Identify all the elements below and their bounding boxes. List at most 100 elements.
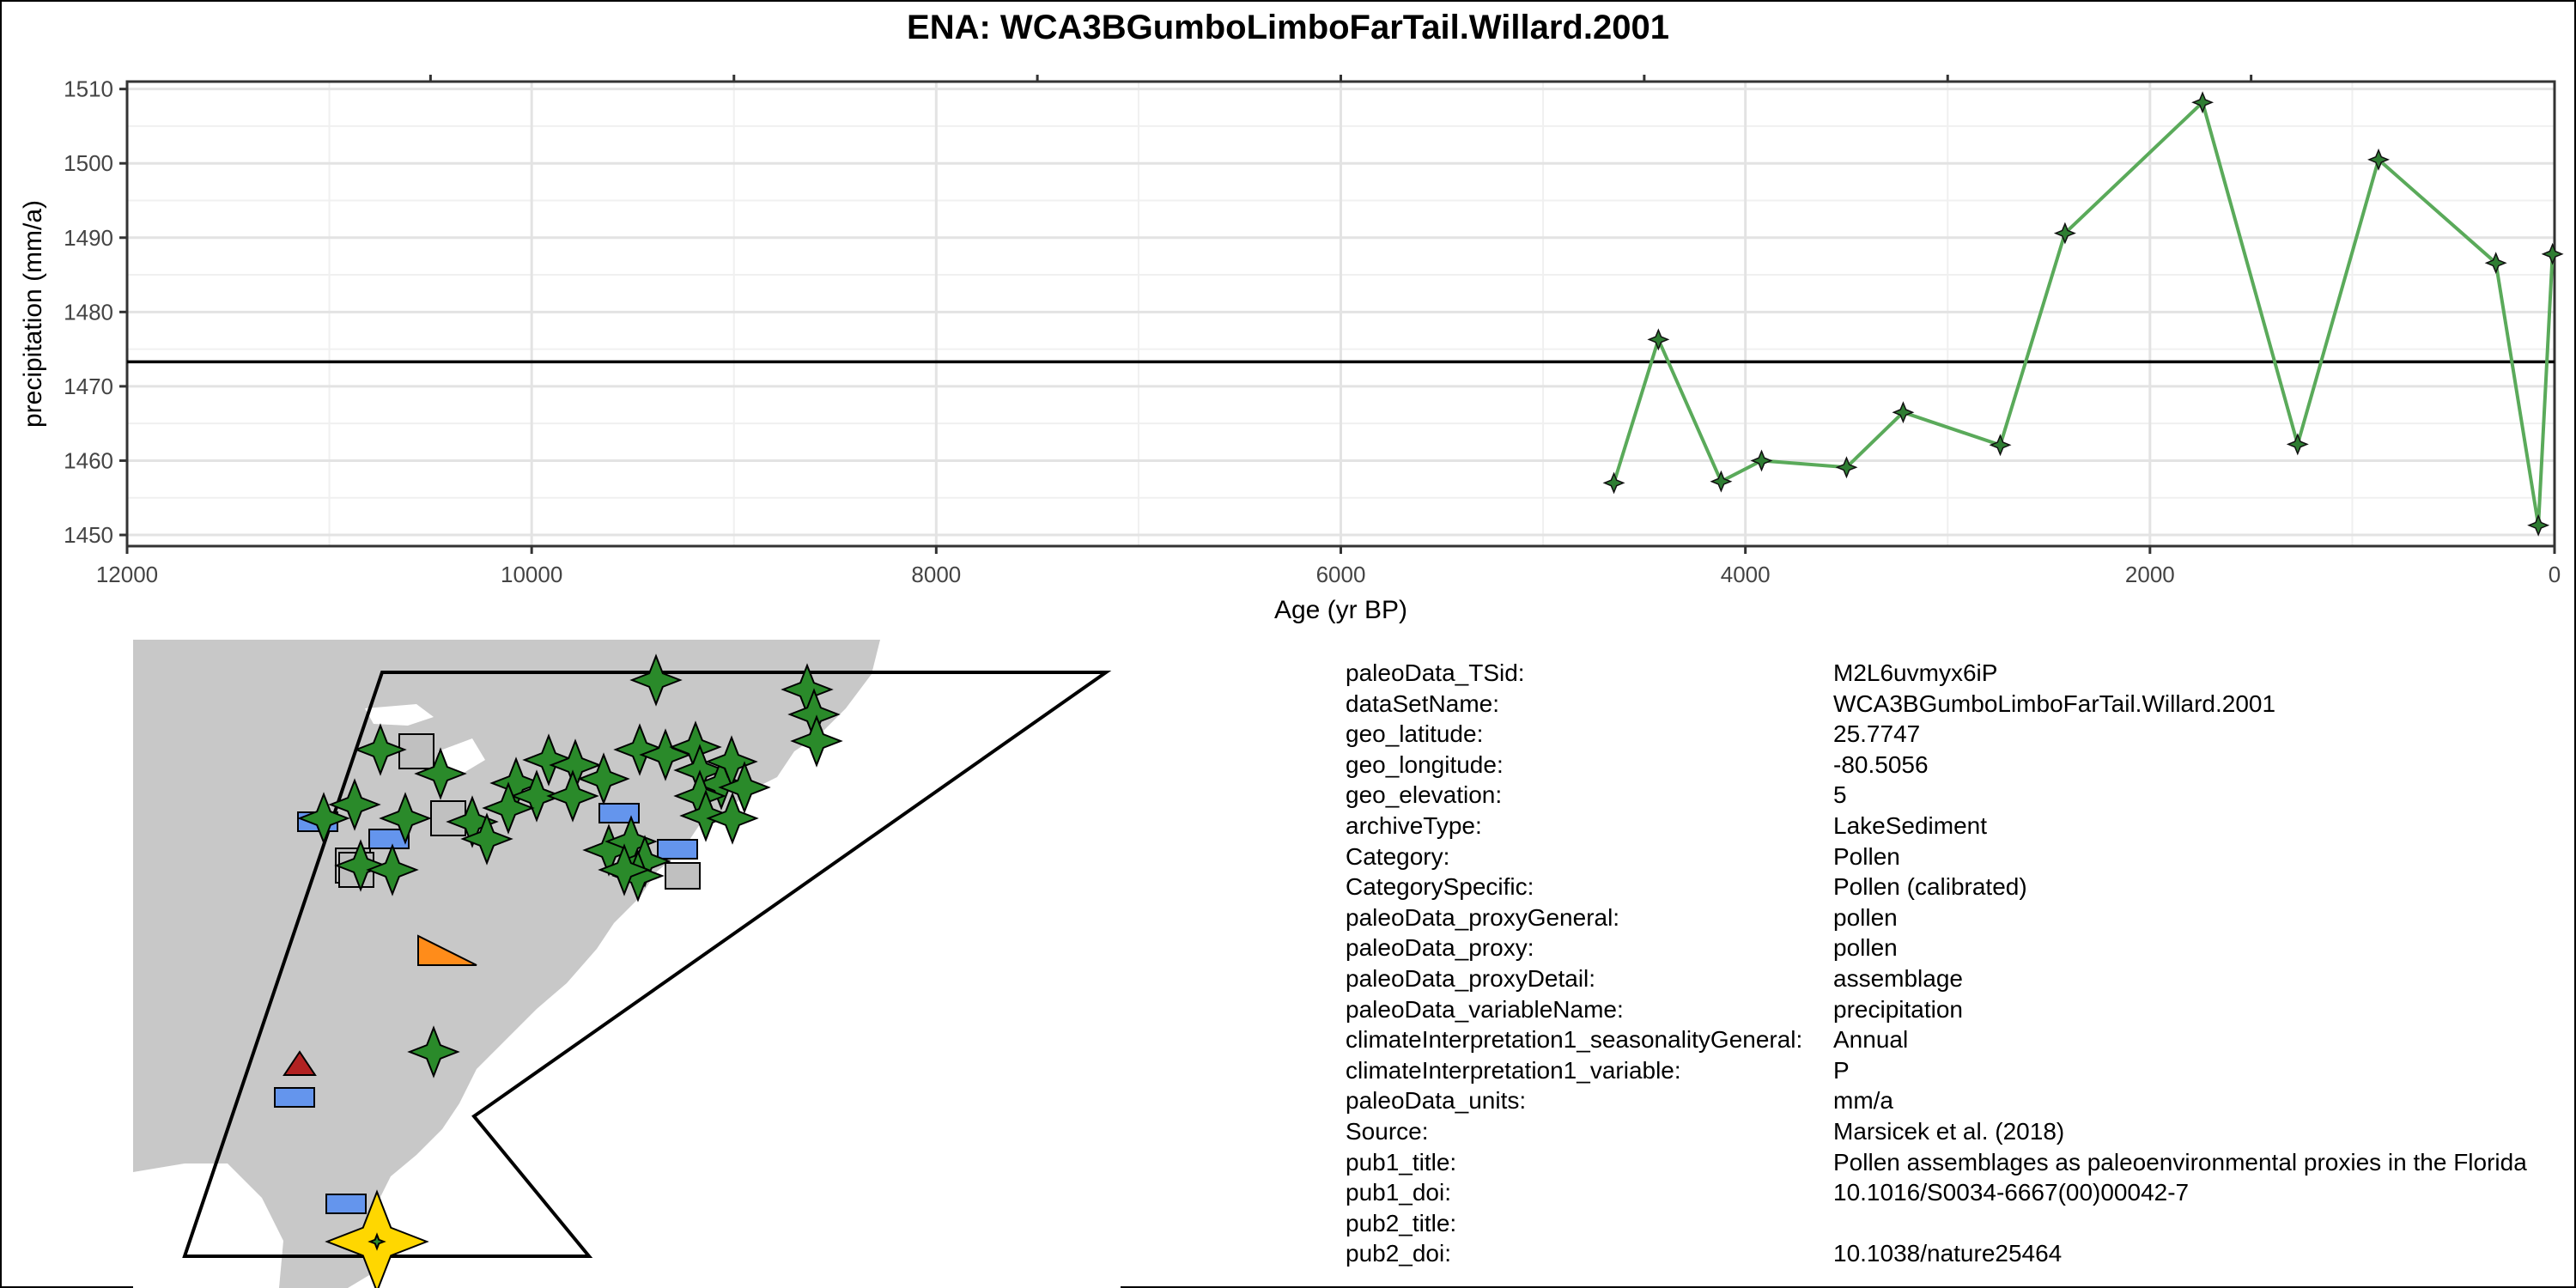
x-tick-label: 0 (2549, 562, 2561, 587)
metadata-value: pollen (1833, 903, 1898, 931)
site-marker-star (598, 843, 651, 896)
metadata-row: pub2_doi: 10.1038/nature25464 (1346, 1238, 2565, 1269)
site-marker-star (446, 795, 499, 848)
site-marker-star (297, 792, 350, 845)
metadata-value: Pollen (1833, 842, 1900, 870)
metadata-key: geo_latitude: (1346, 720, 1484, 748)
metadata-key: CategorySpecific: (1346, 873, 1534, 901)
metadata-value: 10.1016/S0034-6667(00)00042-7 (1833, 1179, 2190, 1206)
site-marker-star (629, 653, 683, 707)
site-marker-rect (598, 803, 640, 823)
region-boundary (182, 671, 1112, 1258)
site-marker-star (618, 835, 671, 888)
data-point (2053, 222, 2076, 245)
site-marker-triangle (283, 1050, 317, 1076)
data-point (2484, 252, 2507, 275)
metadata-row: CategorySpecific: Pollen (calibrated) (1346, 872, 2565, 902)
metadata-value: P (1833, 1056, 1850, 1084)
site-marker-star (414, 747, 467, 800)
metadata-value: WCA3BGumboLimboFarTail.Willard.2001 (1833, 690, 2276, 717)
site-map (133, 640, 1121, 1288)
site-marker-star (379, 792, 432, 845)
metadata-row: climateInterpretation1_seasonalityGenera… (1346, 1024, 2565, 1055)
data-point (1647, 328, 1670, 351)
metadata-row: geo_longitude: -80.5056 (1346, 750, 2565, 781)
site-marker-star (328, 778, 381, 831)
metadata-key: paleoData_TSid: (1346, 659, 1525, 686)
y-tick-label: 1470 (64, 374, 113, 399)
site-marker-rect (325, 1194, 367, 1214)
metadata-value: LakeSediment (1833, 811, 1988, 839)
metadata-value: 10.1038/nature25464 (1833, 1240, 2063, 1267)
y-axis-label: precipitation (mm/a) (19, 200, 47, 428)
metadata-key: geo_elevation: (1346, 781, 1503, 809)
map-lake (365, 704, 434, 726)
metadata-row: pub1_doi: 10.1016/S0034-6667(00)00042-7 (1346, 1177, 2565, 1208)
metadata-key: climateInterpretation1_seasonalityGenera… (1346, 1026, 1803, 1054)
metadata-value: pollen (1833, 934, 1898, 962)
metadata-key: paleoData_variableName: (1346, 995, 1624, 1023)
metadata-row: paleoData_variableName: precipitation (1346, 994, 2565, 1025)
site-marker-star (613, 723, 666, 776)
metadata-key: paleoData_proxy: (1346, 934, 1534, 962)
metadata-key: pub1_title: (1346, 1148, 1457, 1176)
x-tick-label: 2000 (2125, 562, 2175, 587)
metadata-row: geo_elevation: 5 (1346, 780, 2565, 811)
metadata-key: Category: (1346, 842, 1450, 870)
metadata-key: pub1_doi: (1346, 1179, 1452, 1206)
site-marker-rect (274, 1087, 315, 1108)
metadata-row: paleoData_proxyDetail: assemblage (1346, 963, 2565, 994)
metadata-key: paleoData_units: (1346, 1087, 1527, 1115)
metadata-row: Category: Pollen (1346, 841, 2565, 872)
site-marker-rect (368, 829, 410, 849)
y-tick-label: 1450 (64, 522, 113, 548)
metadata-table: paleoData_TSid: M2L6uvmyx6iP dataSetName: W… (1346, 658, 2565, 1285)
metadata-value: Pollen (calibrated) (1833, 873, 2027, 901)
metadata-key: Source: (1346, 1117, 1429, 1145)
site-marker-star (366, 843, 419, 896)
metadata-key: pub2_title: (1346, 1209, 1457, 1236)
metadata-key: paleoData_proxyGeneral: (1346, 903, 1620, 931)
y-tick-label: 1500 (64, 150, 113, 176)
site-marker-star (522, 733, 575, 787)
site-marker-star (407, 1025, 460, 1078)
y-tick-label: 1460 (64, 447, 113, 473)
site-marker-star (790, 714, 843, 768)
data-point (2527, 513, 2550, 537)
chart-title: ENA: WCA3BGumboLimboFarTail.Willard.2001 (907, 9, 1669, 46)
site-marker-star (706, 792, 759, 845)
metadata-value: 5 (1833, 781, 1847, 809)
data-point (1602, 471, 1625, 495)
metadata-row: paleoData_proxy: pollen (1346, 933, 2565, 963)
metadata-value: precipitation (1833, 995, 1963, 1023)
metadata-row: paleoData_TSid: M2L6uvmyx6iP (1346, 658, 2565, 689)
metadata-value: 25.7747 (1833, 720, 1921, 748)
x-tick-label: 8000 (911, 562, 961, 587)
site-marker-star (510, 769, 563, 823)
x-tick-label: 10000 (501, 562, 562, 587)
site-marker-star (482, 781, 535, 835)
y-tick-label: 1490 (64, 225, 113, 251)
data-point (1750, 449, 1773, 472)
site-marker-triangle (417, 934, 477, 966)
metadata-row: paleoData_proxyGeneral: pollen (1346, 902, 2565, 933)
site-marker-square (398, 733, 434, 769)
metadata-key: climateInterpretation1_variable: (1346, 1056, 1681, 1084)
metadata-row: dataSetName: WCA3BGumboLimboFarTail.Willa… (1346, 689, 2565, 720)
site-marker-star (718, 761, 771, 814)
y-tick-label: 1480 (64, 299, 113, 325)
metadata-key: geo_longitude: (1346, 750, 1504, 778)
metadata-value: Pollen assemblages as paleoenvironmental… (1833, 1148, 2527, 1176)
metadata-row: climateInterpretation1_variable: P (1346, 1055, 2565, 1086)
metadata-value: -80.5056 (1833, 750, 1929, 778)
metadata-row: geo_latitude: 25.7747 (1346, 719, 2565, 750)
metadata-value: Annual (1833, 1026, 1909, 1054)
metadata-value: Marsicek et al. (2018) (1833, 1117, 2065, 1145)
metadata-row: archiveType: LakeSediment (1346, 811, 2565, 841)
metadata-row: pub2_title: (1346, 1208, 2565, 1239)
metadata-key: paleoData_proxyDetail: (1346, 964, 1596, 992)
line-chart: 12000 10000 8000 6000 4000 2000 0 1450 1460 1470 1… (19, 75, 2564, 624)
site-marker-star (354, 723, 407, 776)
site-marker-square (665, 862, 701, 890)
